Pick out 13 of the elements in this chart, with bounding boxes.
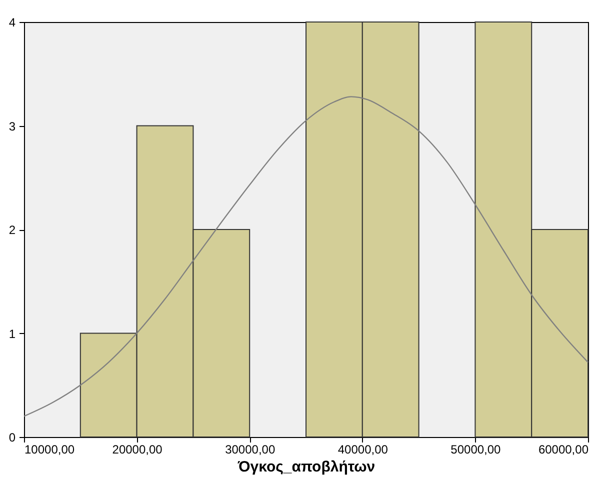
y-tick-label: 1 xyxy=(8,326,16,341)
y-tick-label: 4 xyxy=(8,16,16,30)
line-series xyxy=(23,96,589,417)
x-axis-title: Όγκος_αποβλήτων xyxy=(236,458,376,476)
x-tick-label: 20000,00 xyxy=(112,442,163,456)
x-tick-label: 50000,00 xyxy=(450,442,502,456)
x-tick-label: 60000,00 xyxy=(538,442,589,456)
y-tick-label: 2 xyxy=(8,223,16,237)
x-tick-label: 30000,00 xyxy=(225,442,276,456)
x-tick-label: 40000,00 xyxy=(338,442,388,456)
y-tick-label: 3 xyxy=(8,119,16,134)
y-tick-label: 0 xyxy=(8,430,16,444)
x-tick-label: 10000,00 xyxy=(24,442,75,456)
